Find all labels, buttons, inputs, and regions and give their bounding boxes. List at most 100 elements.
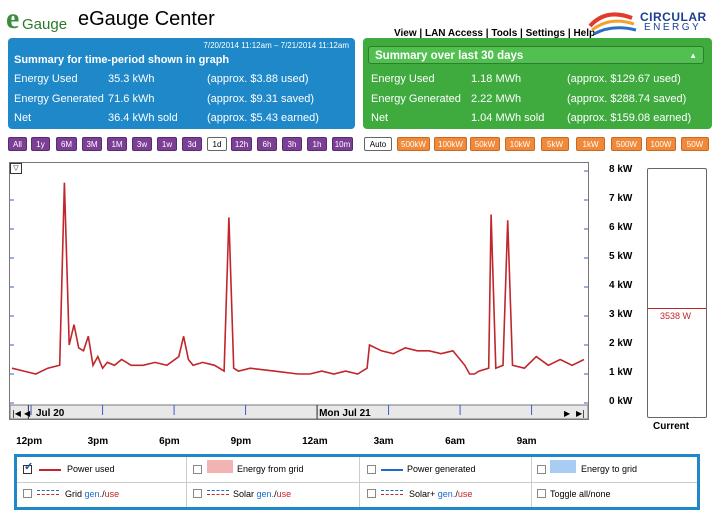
row-note: (approx. $5.43 earned) [207, 112, 319, 124]
row-label: Energy Generated [371, 93, 461, 105]
power-chart-svg: Jul 20 Mon Jul 21|◀ ◀ ▶ ▶| [10, 163, 588, 419]
summary-row: Energy Generated 2.22 MWh (approx. $288.… [369, 93, 706, 109]
legend-label-energy-to-grid: Energy to grid [581, 464, 637, 474]
y-tick-label: 2 kW [609, 338, 632, 349]
date-label: Jul 20 [36, 408, 65, 419]
pan-arrow-icon[interactable]: ▶| [576, 409, 585, 418]
legend-label-grid: Grid gen./use [65, 489, 119, 499]
x-tick-label: 9pm [231, 436, 252, 447]
y-tick-label: 8 kW [609, 164, 632, 175]
legend-swatch-energy-to-grid [550, 460, 576, 473]
legend-checkbox-power-used[interactable]: ✓ [23, 465, 32, 474]
legend-label-toggle-all: Toggle all/none [550, 489, 611, 499]
row-label: Energy Used [14, 73, 78, 85]
legend-label-power-used: Power used [67, 464, 115, 474]
x-tick-label: 6pm [159, 436, 180, 447]
egauge-logo-text: Gauge [22, 16, 67, 33]
time-button-6m[interactable]: 6M [56, 137, 77, 151]
legend-swatch-grid-use [37, 494, 59, 495]
scale-button-50w[interactable]: 50W [681, 137, 709, 151]
legend-swatch-solar-gen [207, 490, 229, 491]
time-button-1d[interactable]: 1d [207, 137, 227, 151]
time-button-3w[interactable]: 3w [132, 137, 152, 151]
scale-button-auto[interactable]: Auto [364, 137, 392, 151]
scale-button-100w[interactable]: 100W [646, 137, 676, 151]
legend-checkbox-power-generated[interactable] [367, 465, 376, 474]
time-button-3m[interactable]: 3M [82, 137, 102, 151]
scale-button-500kw[interactable]: 500kW [397, 137, 430, 151]
summary-row: Net 1.04 MWh sold (approx. $159.08 earne… [369, 112, 706, 128]
legend-swatch-energy-from-grid [207, 460, 233, 473]
scale-button-1kw[interactable]: 1kW [576, 137, 605, 151]
time-button-1m[interactable]: 1M [107, 137, 127, 151]
y-tick-label: 7 kW [609, 193, 632, 204]
time-button-6h[interactable]: 6h [257, 137, 277, 151]
current-level-line [648, 308, 706, 309]
circular-energy-logo-icon [586, 8, 640, 38]
row-label: Net [14, 112, 31, 124]
summary-period-select[interactable]: Summary over last 30 days ▲ [368, 46, 704, 64]
current-power-value: 3538 W [660, 311, 691, 321]
x-tick-label: 6am [445, 436, 465, 447]
power-chart[interactable]: Jul 20 Mon Jul 21 |◀ ◀ ▶ ▶| [9, 162, 589, 420]
legend-checkbox-solar-plus[interactable] [367, 489, 376, 498]
checkmark-icon: ✓ [24, 460, 33, 473]
y-tick-label: 3 kW [609, 309, 632, 320]
legend-checkbox-energy-from-grid[interactable] [193, 465, 202, 474]
y-tick-label: 0 kW [609, 396, 632, 407]
current-power-gauge [647, 168, 707, 418]
current-label: Current [653, 421, 689, 432]
scale-button-100kw[interactable]: 100kW [434, 137, 467, 151]
legend-checkbox-toggle-all[interactable] [537, 489, 546, 498]
legend-swatch-power-generated [381, 469, 403, 471]
legend-checkbox-grid[interactable] [23, 489, 32, 498]
legend-label-energy-from-grid: Energy from grid [237, 464, 304, 474]
row-value: 2.22 MWh [471, 93, 521, 105]
summary-30-days-panel: Summary over last 30 days ▲ Energy Used … [363, 38, 712, 129]
time-button-10m[interactable]: 10m [332, 137, 353, 151]
summary-graph-title: Summary for time-period shown in graph [14, 54, 229, 66]
time-button-1y[interactable]: 1y [31, 137, 50, 151]
legend-swatch-solarplus-use [381, 494, 403, 495]
row-label: Energy Used [371, 73, 435, 85]
brand-subname: ENERGY [644, 22, 701, 33]
time-button-1w[interactable]: 1w [157, 137, 177, 151]
time-button-3d[interactable]: 3d [182, 137, 202, 151]
row-note: (approx. $3.88 used) [207, 73, 309, 85]
summary-row: Net 36.4 kWh sold (approx. $5.43 earned) [14, 112, 349, 128]
pan-arrow-icon[interactable]: |◀ [12, 409, 22, 418]
legend-label-solar: Solar gen./use [233, 489, 291, 499]
legend-label-solar-plus: Solar+ gen./use [409, 489, 472, 499]
legend-checkbox-solar[interactable] [193, 489, 202, 498]
y-tick-label: 6 kW [609, 222, 632, 233]
y-tick-label: 5 kW [609, 251, 632, 262]
summary-row: Energy Used 35.3 kWh (approx. $3.88 used… [14, 73, 349, 89]
scale-button-5kw[interactable]: 5kW [541, 137, 569, 151]
time-button-all[interactable]: All [8, 137, 27, 151]
page-title: eGauge Center [78, 8, 215, 31]
row-label: Net [371, 112, 388, 124]
time-button-3h[interactable]: 3h [282, 137, 302, 151]
legend-swatch-grid-gen [37, 490, 59, 491]
scale-button-500w[interactable]: 500W [611, 137, 642, 151]
x-tick-label: 3pm [88, 436, 109, 447]
chart-menu-toggle-icon[interactable]: ▽ [10, 163, 22, 174]
summary-row: Energy Generated 71.6 kWh (approx. $9.31… [14, 93, 349, 109]
pan-arrow-icon[interactable]: ◀ [24, 409, 31, 418]
time-button-12h[interactable]: 12h [231, 137, 252, 151]
time-button-1h[interactable]: 1h [307, 137, 327, 151]
date-range: 7/20/2014 11:12am – 7/21/2014 11:12am [203, 41, 349, 50]
row-value: 36.4 kWh sold [108, 112, 178, 124]
scale-button-10kw[interactable]: 10kW [505, 137, 535, 151]
summary-period-label: Summary over last 30 days [375, 50, 523, 62]
row-value: 1.18 MWh [471, 73, 521, 85]
scale-button-50kw[interactable]: 50kW [470, 137, 500, 151]
x-tick-label: 12am [302, 436, 328, 447]
y-tick-label: 4 kW [609, 280, 632, 291]
row-note: (approx. $129.67 used) [567, 73, 681, 85]
legend-checkbox-energy-to-grid[interactable] [537, 465, 546, 474]
pan-arrow-icon[interactable]: ▶ [564, 409, 571, 418]
x-tick-label: 9am [517, 436, 537, 447]
row-value: 71.6 kWh [108, 93, 154, 105]
chevron-updown-icon: ▲ [689, 47, 697, 65]
